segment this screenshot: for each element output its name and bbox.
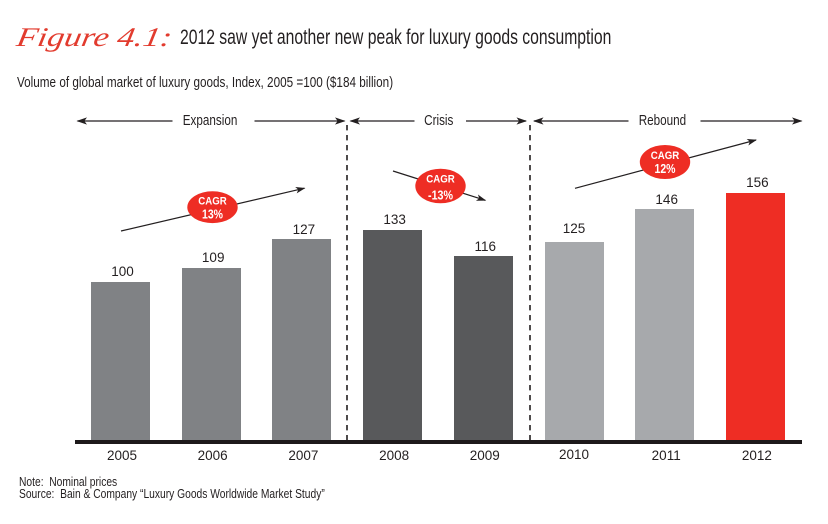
svg-text:-13%: -13% bbox=[428, 187, 453, 202]
svg-text:CAGR: CAGR bbox=[651, 150, 680, 162]
svg-text:CAGR: CAGR bbox=[198, 195, 227, 207]
svg-text:13%: 13% bbox=[202, 207, 223, 222]
svg-text:CAGR: CAGR bbox=[426, 174, 455, 186]
svg-text:12%: 12% bbox=[655, 161, 676, 176]
